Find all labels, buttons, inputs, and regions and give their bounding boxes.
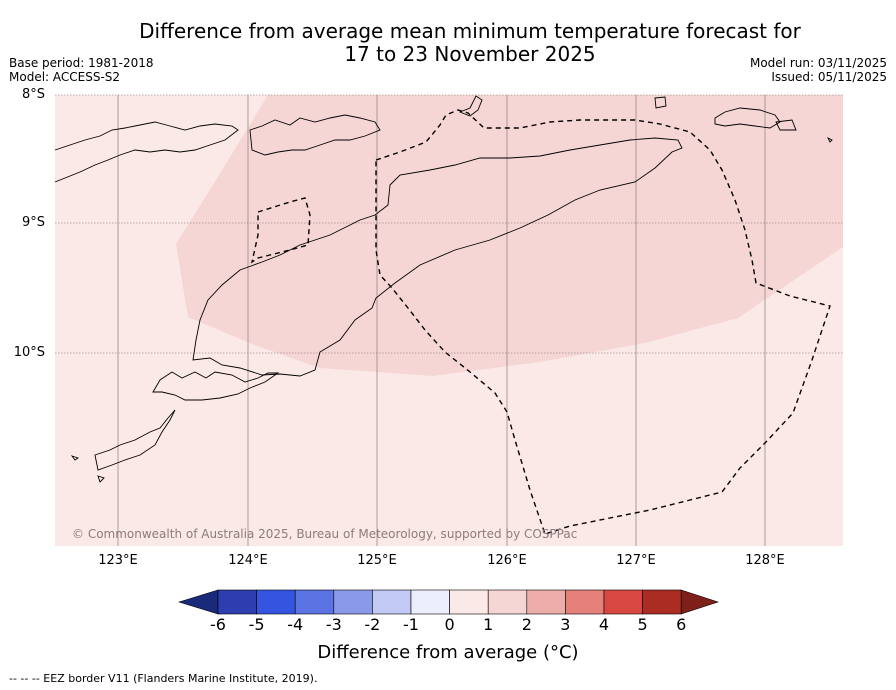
leti-coastline (714, 107, 781, 129)
colorbar-bin (294, 589, 335, 615)
lon-label-128e: 128°E (745, 553, 785, 568)
flores-coastline (54, 121, 239, 183)
colorbar-bin (410, 589, 450, 615)
colorbar-tick: 1 (483, 615, 494, 634)
colorbar-tick: 3 (560, 615, 571, 634)
moa-coastline (775, 119, 797, 131)
colorbar-bin (565, 589, 605, 615)
colorbar-tick: 6 (676, 615, 687, 634)
colorbar-extend-low (177, 589, 219, 615)
coastlines (54, 95, 833, 483)
colorbar-bin (526, 589, 566, 615)
title-line-1: Difference from average mean minimum tem… (139, 19, 801, 43)
colorbar-bin (333, 589, 373, 615)
colorbar-label: Difference from average (°C) (317, 642, 579, 663)
model-name: Model: ACCESS-S2 (9, 70, 121, 84)
warm-anomaly-region (176, 95, 843, 376)
gridlines (117, 95, 766, 546)
copyright-notice: © Commonwealth of Australia 2025, Bureau… (72, 527, 578, 541)
colorbar-tick: 5 (637, 615, 648, 634)
colorbar-tick: 4 (598, 615, 610, 634)
pantar-coastline (249, 114, 381, 156)
colorbar-bin (256, 589, 296, 615)
lat-gridlines (55, 94, 843, 354)
small-islet-2 (97, 475, 105, 483)
colorbar-bin (642, 589, 682, 615)
base-period: Base period: 1981-2018 (9, 56, 154, 70)
kisar-coastline (654, 96, 667, 109)
colorbar-bin (603, 589, 643, 615)
colorbar-extend-high (680, 589, 719, 615)
lon-label-125e: 125°E (357, 553, 397, 568)
colorbar-bin (449, 589, 489, 615)
savu-island-coastline (94, 409, 176, 471)
colorbar-tick: -3 (325, 615, 342, 634)
colorbar-tick: -6 (210, 615, 226, 634)
lon-label-123e: 123°E (98, 553, 138, 568)
lon-label-127e: 127°E (616, 553, 656, 568)
lon-label-124e: 124°E (228, 553, 268, 568)
model-run: Model run: 03/11/2025 (749, 56, 887, 70)
colorbar-tick: -1 (403, 615, 419, 634)
colorbar-tick: 0 (444, 615, 455, 634)
lat-label-9s: 9°S (21, 215, 45, 230)
colorbar-bin (217, 589, 257, 615)
small-islet-1 (70, 455, 80, 461)
small-islet-3 (826, 136, 833, 143)
eez-border (250, 109, 831, 535)
rote-island-coastline (152, 371, 280, 401)
colorbar-tick: 2 (521, 615, 532, 634)
colorbar-tick: -4 (287, 615, 304, 634)
colorbar-bin (372, 589, 412, 615)
timor-coastline (192, 137, 683, 377)
lon-label-126e: 126°E (487, 553, 527, 568)
title-line-2: 17 to 23 November 2025 (344, 42, 596, 66)
colorbar-tick: -2 (364, 615, 381, 634)
lat-label-8s: 8°S (21, 87, 45, 102)
wetar-coastline (458, 95, 483, 117)
eez-footnote: -- -- -- EEZ border V11 (Flanders Marine… (9, 672, 318, 685)
colorbar (177, 589, 719, 615)
issued-date: Issued: 05/11/2025 (771, 70, 887, 84)
colorbar-bin (487, 589, 528, 615)
colorbar-tick: -5 (248, 615, 265, 634)
lat-label-10s: 10°S (13, 345, 45, 360)
